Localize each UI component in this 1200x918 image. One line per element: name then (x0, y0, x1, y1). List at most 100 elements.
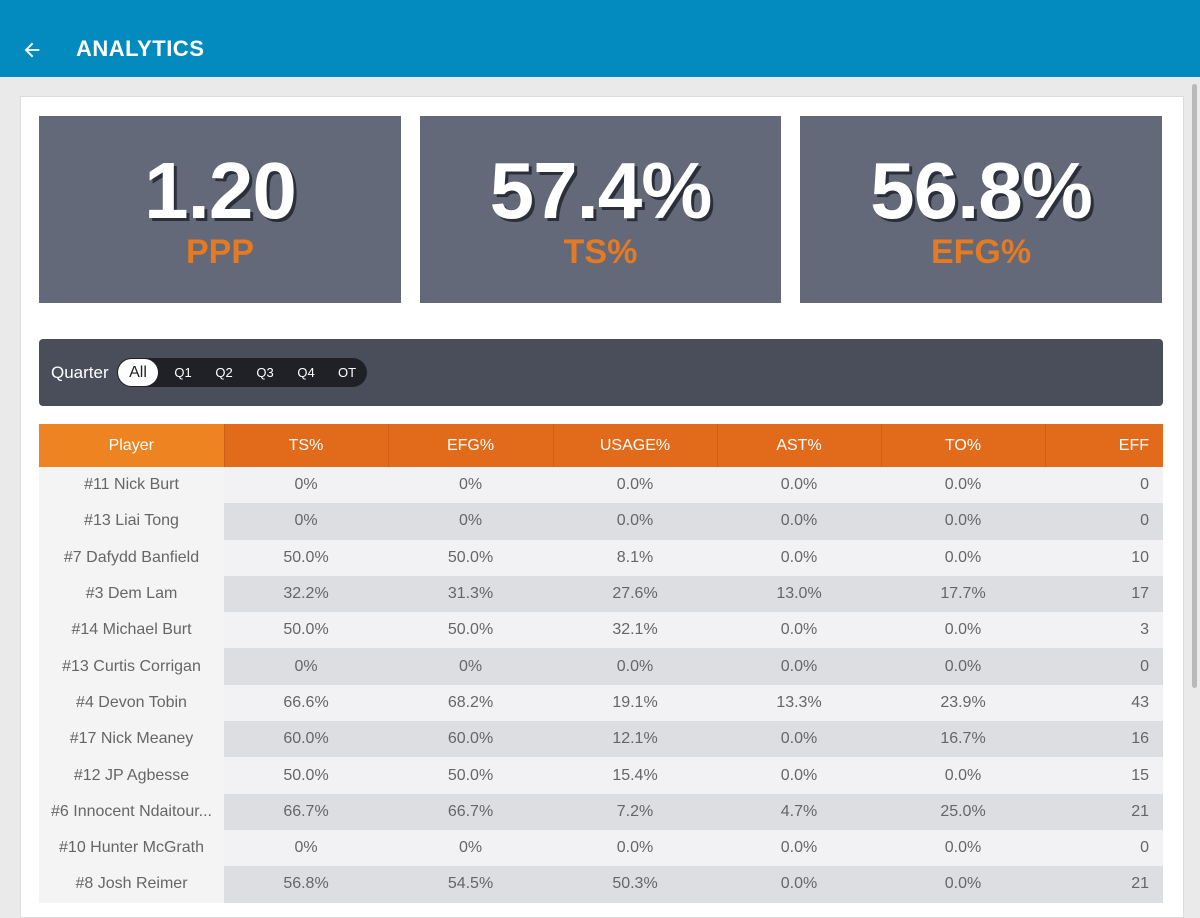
app-bar: ANALYTICS (0, 0, 1200, 77)
back-button[interactable] (14, 32, 50, 68)
ast-cell: 0.0% (717, 503, 881, 540)
to-cell: 25.0% (881, 793, 1045, 830)
usage-cell: 0.0% (553, 503, 717, 540)
quarter-option-q1[interactable]: Q1 (174, 365, 192, 380)
eff-cell: 10 (1045, 539, 1163, 576)
stat-value: 1.20 (144, 146, 297, 235)
table-row[interactable]: #10 Hunter McGrath 0% 0% 0.0% 0.0% 0.0% 0 (39, 829, 1163, 867)
ast-cell: 0.0% (717, 648, 881, 685)
table-row[interactable]: #12 JP Agbesse 50.0% 50.0% 15.4% 0.0% 0.0% 15 (39, 757, 1163, 794)
table-row[interactable]: #14 Michael Burt 50.0% 50.0% 32.1% 0.0% 0.0% 3 (39, 612, 1163, 649)
scrollbar[interactable] (1192, 84, 1197, 688)
player-name-cell: #11 Nick Burt (39, 467, 224, 504)
ast-cell: 0.0% (717, 612, 881, 649)
eff-cell: 21 (1045, 793, 1163, 830)
ts-cell: 50.0% (224, 612, 388, 649)
to-cell: 0.0% (881, 612, 1045, 649)
ts-cell: 50.0% (224, 757, 388, 794)
efg-cell: 0% (388, 467, 553, 504)
stat-card-ts: 57.4% TS% (420, 116, 781, 303)
column-header-eff[interactable]: EFF (1045, 424, 1163, 467)
ast-cell: 13.0% (717, 575, 881, 613)
usage-cell: 15.4% (553, 757, 717, 794)
to-cell: 0.0% (881, 539, 1045, 576)
ts-cell: 60.0% (224, 721, 388, 758)
arrow-left-icon (24, 42, 40, 58)
quarter-option-q2[interactable]: Q2 (215, 365, 233, 380)
to-cell: 16.7% (881, 721, 1045, 758)
usage-cell: 0.0% (553, 467, 717, 504)
stat-card-ppp: 1.20 PPP (39, 116, 401, 303)
quarter-option-q3[interactable]: Q3 (256, 365, 274, 380)
to-cell: 0.0% (881, 503, 1045, 540)
quarter-segmented-control: All Q1 Q2 Q3 Q4 OT (117, 358, 367, 387)
quarter-label: Quarter (51, 363, 109, 382)
table-row[interactable]: #6 Innocent Ndaitour... 66.7% 66.7% 7.2% 4.7… (39, 793, 1163, 830)
eff-cell: 43 (1045, 684, 1163, 722)
ts-cell: 56.8% (224, 866, 388, 903)
column-header-ast[interactable]: AST% (717, 424, 882, 467)
ast-cell: 0.0% (717, 539, 881, 576)
to-cell: 0.0% (881, 866, 1045, 903)
quarter-option-all[interactable]: All (118, 359, 158, 386)
player-name-cell: #6 Innocent Ndaitour... (39, 793, 224, 830)
table-header-row: Player TS% EFG% USAGE% AST% TO% EFF (39, 424, 1163, 467)
stat-label: PPP (185, 233, 255, 271)
quarter-option-q4[interactable]: Q4 (297, 365, 315, 380)
eff-cell: 3 (1045, 612, 1163, 649)
efg-cell: 0% (388, 503, 553, 540)
analytics-panel: 1.20 PPP 57.4% TS% 56.8% EFG% Quarter Al… (20, 96, 1184, 918)
ast-cell: 4.7% (717, 793, 881, 830)
player-name-cell: #13 Curtis Corrigan (39, 648, 224, 685)
player-name-cell: #3 Dem Lam (39, 575, 224, 613)
usage-cell: 8.1% (553, 539, 717, 576)
quarter-filter-bar: Quarter All Q1 Q2 Q3 Q4 OT (39, 339, 1163, 406)
ast-cell: 0.0% (717, 866, 881, 903)
table-row[interactable]: #11 Nick Burt 0% 0% 0.0% 0.0% 0.0% 0 (39, 467, 1163, 504)
ast-cell: 0.0% (717, 757, 881, 794)
efg-cell: 0% (388, 648, 553, 685)
efg-cell: 50.0% (388, 757, 553, 794)
ts-cell: 0% (224, 503, 388, 540)
stat-value: 56.8% (870, 146, 1093, 235)
usage-cell: 19.1% (553, 684, 717, 722)
efg-cell: 68.2% (388, 684, 553, 722)
ts-cell: 66.7% (224, 793, 388, 830)
ts-cell: 66.6% (224, 684, 388, 722)
ts-cell: 0% (224, 829, 388, 867)
table-row[interactable]: #4 Devon Tobin 66.6% 68.2% 19.1% 13.3% 23.9% 4… (39, 684, 1163, 722)
player-stats-table: Player TS% EFG% USAGE% AST% TO% EFF #11 … (39, 424, 1163, 903)
eff-cell: 21 (1045, 866, 1163, 903)
usage-cell: 0.0% (553, 829, 717, 867)
to-cell: 17.7% (881, 575, 1045, 613)
eff-cell: 0 (1045, 829, 1163, 867)
table-row[interactable]: #8 Josh Reimer 56.8% 54.5% 50.3% 0.0% 0.0% 21 (39, 866, 1163, 903)
table-row[interactable]: #7 Dafydd Banfield 50.0% 50.0% 8.1% 0.0% 0.0%… (39, 539, 1163, 576)
ts-cell: 50.0% (224, 539, 388, 576)
usage-cell: 32.1% (553, 612, 717, 649)
table-row[interactable]: #17 Nick Meaney 60.0% 60.0% 12.1% 0.0% 16.7% 1… (39, 721, 1163, 758)
page-title: ANALYTICS (76, 36, 205, 61)
table-row[interactable]: #13 Curtis Corrigan 0% 0% 0.0% 0.0% 0.0% 0 (39, 648, 1163, 685)
column-header-efg[interactable]: EFG% (388, 424, 554, 467)
player-name-cell: #13 Liai Tong (39, 503, 224, 540)
quarter-option-ot[interactable]: OT (337, 365, 357, 380)
player-name-cell: #10 Hunter McGrath (39, 829, 224, 867)
table-row[interactable]: #13 Liai Tong 0% 0% 0.0% 0.0% 0.0% 0 (39, 503, 1163, 540)
ast-cell: 0.0% (717, 721, 881, 758)
to-cell: 0.0% (881, 829, 1045, 867)
to-cell: 0.0% (881, 467, 1045, 504)
eff-cell: 16 (1045, 721, 1163, 758)
column-header-to[interactable]: TO% (881, 424, 1046, 467)
efg-cell: 50.0% (388, 539, 553, 576)
to-cell: 0.0% (881, 648, 1045, 685)
column-header-ts[interactable]: TS% (224, 424, 389, 467)
column-header-usage[interactable]: USAGE% (553, 424, 718, 467)
column-header-player[interactable]: Player (39, 424, 225, 467)
ts-cell: 0% (224, 467, 388, 504)
ts-cell: 0% (224, 648, 388, 685)
table-row[interactable]: #3 Dem Lam 32.2% 31.3% 27.6% 13.0% 17.7% 17 (39, 575, 1163, 613)
usage-cell: 50.3% (553, 866, 717, 903)
player-name-cell: #4 Devon Tobin (39, 684, 224, 722)
efg-cell: 54.5% (388, 866, 553, 903)
